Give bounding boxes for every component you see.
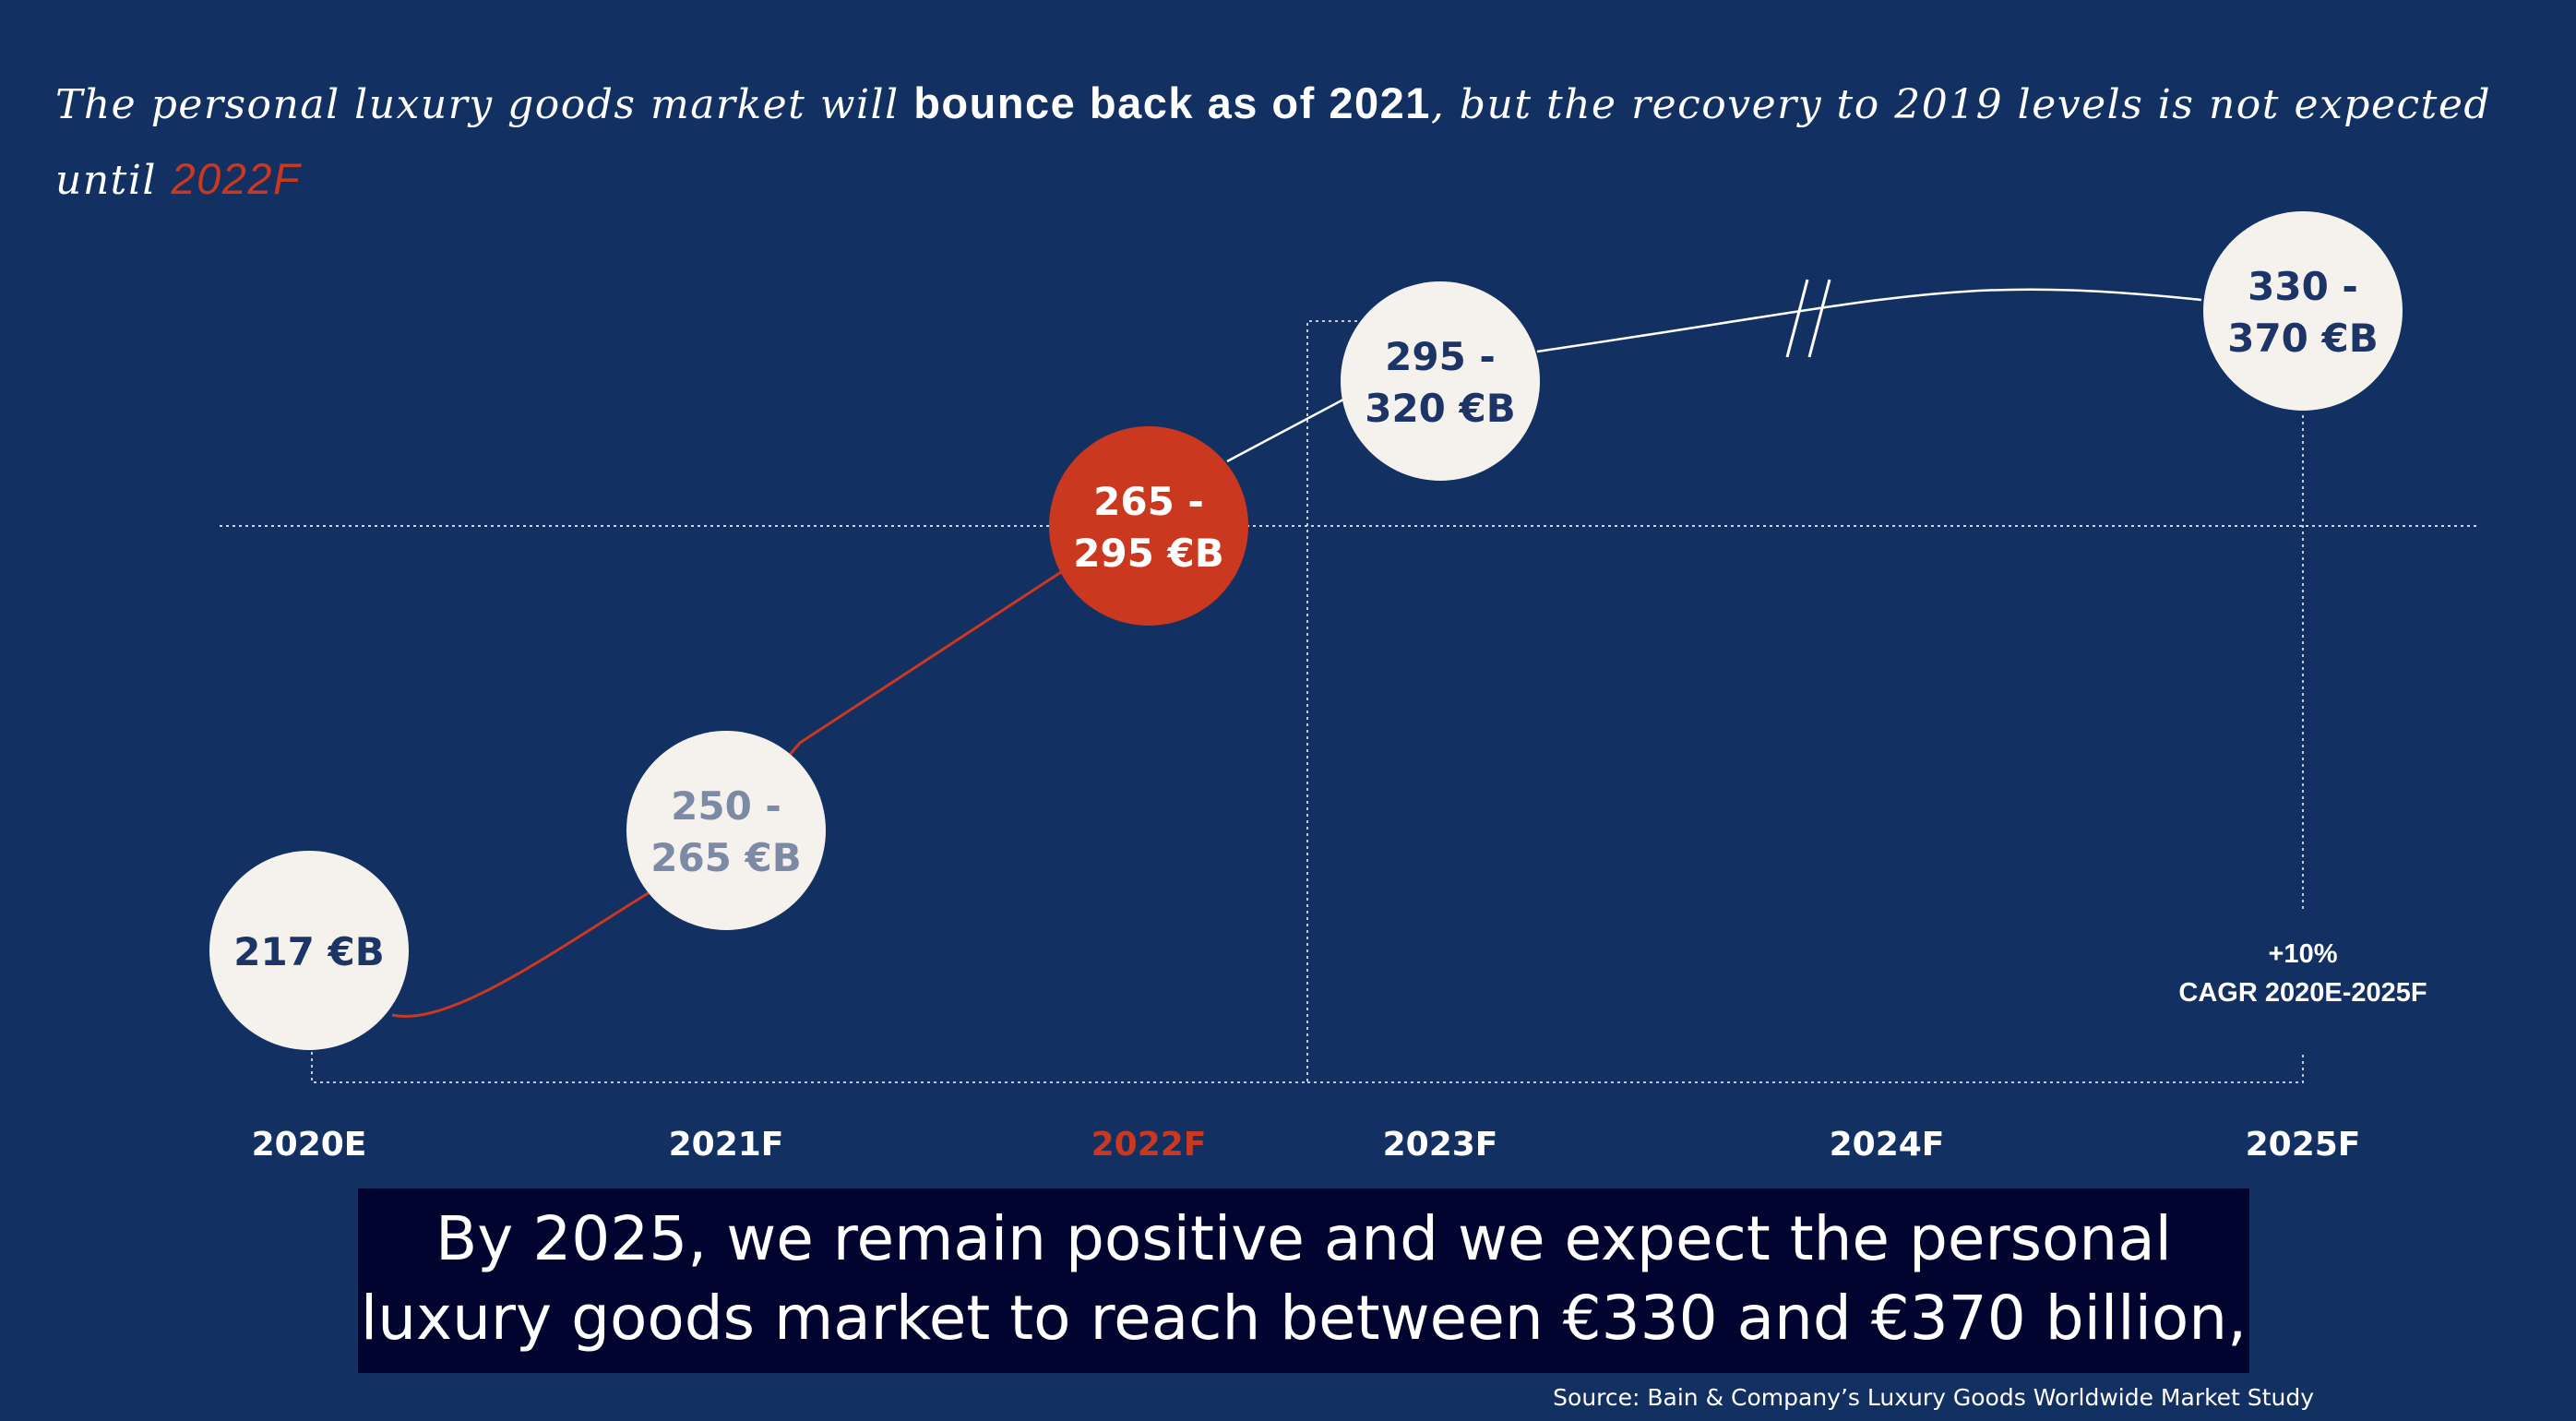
tick-label-2023f: 2023F [1383, 1126, 1498, 1164]
bracket-right [1307, 1052, 2304, 1083]
bubble-2023f: 295 -320 €B [1341, 281, 1540, 481]
bracket-left [311, 320, 1440, 1083]
bubble-label-2025f: 330 -370 €B [2227, 264, 2379, 361]
bubble-label-2020e: 217 €B [233, 929, 385, 974]
bubble-circle-2021f [626, 731, 826, 930]
bubble-label-2022f: 265 -295 €B [1073, 479, 1224, 576]
chart-guides [220, 320, 2476, 1083]
headline-part-3: , but the recovery to 2019 levels is not… [55, 81, 2492, 204]
bubble-label-2023f: 295 -320 €B [1365, 334, 1516, 431]
tick-label-2025f: 2025F [2246, 1126, 2361, 1164]
chart-x-axis: 2020E 2021F 2022F 2023F 2024F 2025F [252, 1126, 2361, 1164]
bubble-circle-2020e [209, 851, 409, 1050]
headline-highlight-year: 2022F [171, 154, 302, 203]
headline-part-1: The personal luxury goods market will [55, 81, 914, 128]
white-trend-line-2 [1536, 288, 2202, 353]
headline: The personal luxury goods market will bo… [55, 66, 2500, 218]
bubble-circle-2023f [1341, 281, 1540, 481]
caption-line-2: luxury goods market to reach between €33… [360, 1283, 2248, 1354]
bubble-circle-2022f [1049, 426, 1248, 626]
tick-label-2021f: 2021F [669, 1126, 784, 1164]
tick-label-2022f: 2022F [1091, 1126, 1207, 1164]
caption: By 2025, we remain positive and we expec… [358, 1188, 2249, 1373]
axis-break-mark-1 [1785, 279, 1809, 358]
cagr-label: CAGR 2020E-2025F [2178, 978, 2427, 1008]
bubble-2021f: 250 -265 €B [626, 731, 826, 930]
headline-emphasis: bounce back as of 2021 [913, 78, 1431, 127]
cagr-value: +10% [2269, 939, 2338, 969]
bubble-2025f: 330 -370 €B [2203, 211, 2403, 411]
bubble-circle-2025f [2203, 211, 2403, 411]
bubble-label-2021f: 250 -265 €B [650, 783, 802, 880]
bubble-2020e: 217 €B [209, 851, 409, 1050]
cagr-annotation: +10% CAGR 2020E-2025F [2178, 939, 2427, 1008]
white-trend-line-1 [1226, 398, 1344, 463]
tick-label-2024f: 2024F [1830, 1126, 1945, 1164]
source-note: Source: Bain & Company’s Luxury Goods Wo… [1553, 1384, 2314, 1411]
tick-label-2020e: 2020E [252, 1126, 367, 1164]
caption-line-1: By 2025, we remain positive and we expec… [435, 1203, 2172, 1274]
chart-bubbles: 217 €B 250 -265 €B 265 -295 €B 295 -320 €B 3… [209, 211, 2403, 1050]
bubble-2022f: 265 -295 €B [1049, 426, 1248, 626]
axis-break-mark-2 [1807, 279, 1831, 358]
